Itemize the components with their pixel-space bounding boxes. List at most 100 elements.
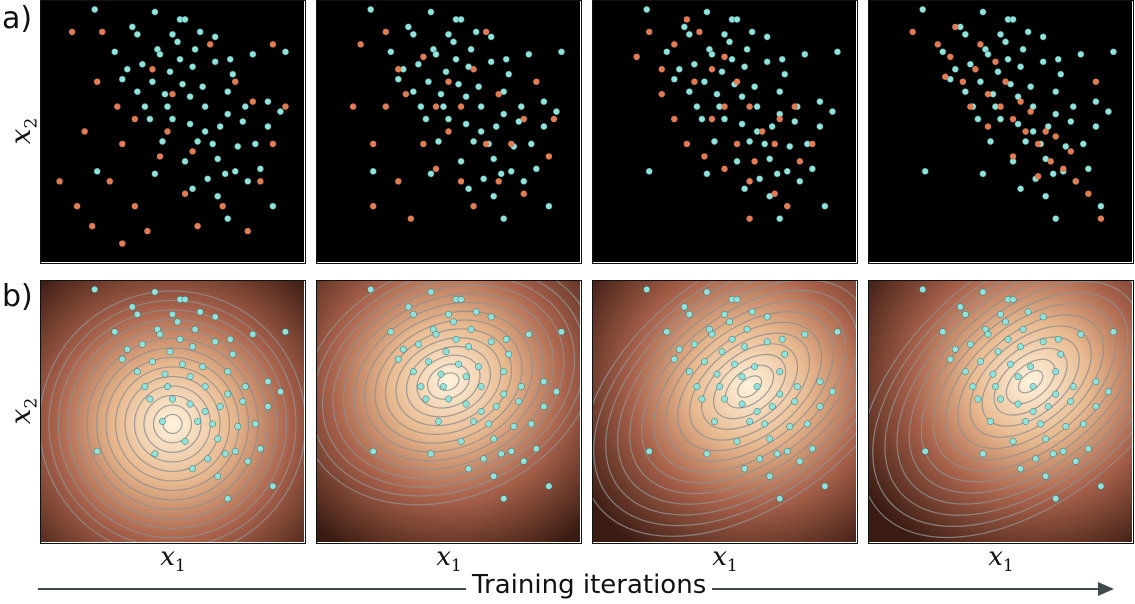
- true-point: [733, 16, 741, 23]
- true-point: [961, 310, 969, 318]
- true-point: [997, 395, 1004, 403]
- true-point: [828, 388, 836, 396]
- true-point: [264, 403, 272, 410]
- true-point: [1110, 48, 1117, 56]
- true-point: [189, 63, 197, 71]
- true-point: [487, 338, 495, 346]
- true-point: [93, 447, 101, 455]
- true-point: [1007, 360, 1014, 368]
- true-point: [211, 33, 219, 41]
- true-point: [525, 330, 533, 338]
- true-point: [432, 330, 440, 338]
- generated-point: [482, 140, 490, 148]
- density-contour: [617, 281, 856, 505]
- true-point: [490, 472, 498, 480]
- true-point: [209, 140, 217, 148]
- true-point: [1049, 450, 1057, 458]
- generated-point: [646, 28, 653, 36]
- true-point: [432, 50, 440, 58]
- true-point: [756, 175, 764, 183]
- density-contour: [374, 319, 523, 444]
- true-point: [151, 450, 159, 458]
- true-point: [211, 338, 219, 346]
- true-point: [179, 360, 186, 368]
- true-point: [409, 88, 417, 96]
- generated-point: [1017, 98, 1024, 105]
- scatter-panel-1: [40, 0, 306, 264]
- true-point: [1029, 128, 1037, 135]
- true-point: [776, 390, 784, 398]
- true-point: [786, 142, 794, 150]
- true-point: [480, 455, 488, 463]
- true-point: [394, 75, 402, 83]
- true-point: [424, 78, 432, 86]
- true-point: [1017, 343, 1025, 351]
- true-point: [166, 348, 174, 356]
- true-point: [497, 450, 505, 458]
- density-contour: [737, 375, 763, 398]
- true-point: [181, 16, 189, 23]
- true-point: [1009, 296, 1017, 303]
- true-point: [214, 192, 222, 200]
- true-point: [442, 348, 450, 356]
- generated-point: [131, 203, 139, 210]
- true-point: [1069, 103, 1077, 111]
- true-point: [276, 388, 284, 396]
- true-point: [517, 383, 525, 391]
- true-point: [919, 6, 927, 13]
- generated-point: [189, 148, 196, 155]
- true-point: [703, 450, 711, 458]
- true-point: [768, 403, 776, 410]
- true-point: [726, 318, 733, 326]
- true-point: [786, 422, 794, 430]
- true-point: [409, 310, 417, 318]
- true-point: [505, 350, 513, 358]
- generated-point: [992, 58, 999, 65]
- density-contour: [629, 281, 856, 495]
- true-point: [552, 108, 560, 116]
- true-point: [532, 445, 540, 453]
- generated-point: [402, 90, 410, 98]
- true-point: [485, 420, 493, 428]
- true-point: [540, 378, 548, 386]
- true-point: [1049, 170, 1057, 178]
- true-point: [161, 370, 169, 378]
- density-contour: [57, 309, 288, 539]
- true-point: [979, 450, 987, 458]
- generated-point: [432, 103, 440, 110]
- generated-point: [1097, 215, 1105, 222]
- generated-point: [445, 128, 452, 135]
- true-point: [728, 55, 736, 63]
- generated-point: [457, 103, 465, 110]
- true-point: [816, 98, 824, 106]
- generated-point: [73, 203, 81, 210]
- true-point: [189, 343, 197, 351]
- density-contour: [395, 337, 502, 427]
- true-point: [146, 395, 154, 403]
- true-point: [939, 48, 947, 56]
- true-point: [1027, 363, 1035, 371]
- generated-point: [733, 140, 741, 148]
- true-point: [1039, 338, 1047, 346]
- generated-point: [1085, 190, 1092, 197]
- true-point: [803, 420, 811, 428]
- true-point: [123, 345, 131, 353]
- density-contour: [957, 314, 1105, 450]
- true-point: [417, 103, 425, 111]
- density-contour: [143, 394, 202, 454]
- true-point: [229, 70, 237, 78]
- true-point: [733, 296, 741, 303]
- generated-point: [671, 115, 678, 123]
- generated-point: [701, 153, 708, 160]
- true-point: [169, 115, 176, 123]
- true-point: [756, 455, 764, 463]
- generated-point: [751, 158, 758, 165]
- true-point: [1042, 472, 1050, 480]
- density-contour: [114, 366, 231, 482]
- density-panel-3: [592, 280, 858, 544]
- true-point: [680, 303, 688, 311]
- generated-point: [683, 16, 691, 23]
- true-point: [992, 383, 999, 391]
- true-point: [251, 420, 259, 428]
- true-point: [186, 93, 194, 101]
